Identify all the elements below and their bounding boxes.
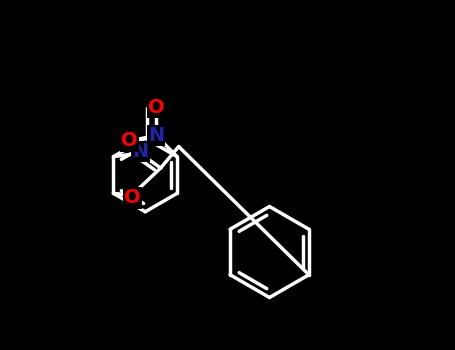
Text: O: O xyxy=(121,131,138,150)
Text: O: O xyxy=(124,188,141,208)
Text: O: O xyxy=(148,98,164,117)
Text: N: N xyxy=(148,126,164,145)
Text: N: N xyxy=(132,142,148,161)
